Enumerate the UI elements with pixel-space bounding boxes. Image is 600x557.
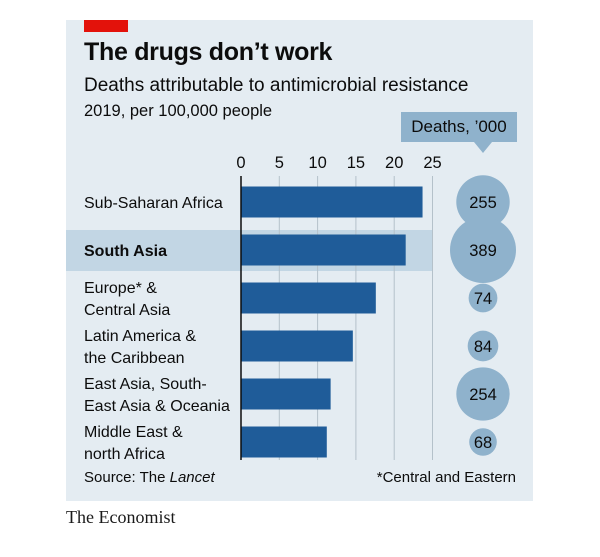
bar [241,186,423,218]
bubble-legend-pointer [474,142,492,153]
category-label: Europe* & Central Asia [84,280,170,319]
deaths-bubble-label: 389 [469,242,497,260]
deaths-bubble [469,428,497,456]
bar [241,234,406,266]
bar [241,378,331,410]
deaths-bubble [456,367,510,421]
chart-unit: 2019, per 100,000 people [84,102,273,120]
category-label: South Asia [84,243,167,260]
deaths-bubble-label: 74 [474,290,492,308]
category-label: Latin America & the Caribbean [84,328,196,367]
x-tick-label: 0 [236,154,245,172]
category-label: Middle East & north Africa [84,424,183,463]
x-tick-label: 15 [347,154,365,172]
deaths-bubble [456,175,510,229]
deaths-bubble-label: 254 [469,386,497,404]
source-line: Source: The Lancet [84,469,215,486]
x-tick-label: 10 [308,154,326,172]
category-label: East Asia, South-East Asia & Oceania [84,376,230,415]
bar [241,282,376,314]
brand-name: The Economist [66,507,176,527]
deaths-bubble [468,283,498,313]
deaths-bubble [467,330,499,362]
x-tick-label: 5 [275,154,284,172]
x-tick-label: 20 [385,154,403,172]
brand-red-tag [84,20,128,32]
chart-subtitle: Deaths attributable to antimicrobial res… [84,75,469,96]
deaths-bubble-label: 84 [474,338,492,356]
deaths-bubble-label: 255 [469,194,497,212]
source-prefix: Source: The [84,469,170,486]
bar [241,330,353,362]
deaths-bubble [450,217,516,283]
x-tick-label: 25 [423,154,441,172]
category-label: Sub-Saharan Africa [84,195,223,212]
chart-title: The drugs don’t work [84,38,333,66]
deaths-bubble-label: 68 [474,434,492,452]
footnote: *Central and Eastern [376,469,516,486]
source-name: Lancet [169,469,215,486]
bubble-legend-label: Deaths, ’000 [401,112,517,142]
bar [241,426,327,458]
